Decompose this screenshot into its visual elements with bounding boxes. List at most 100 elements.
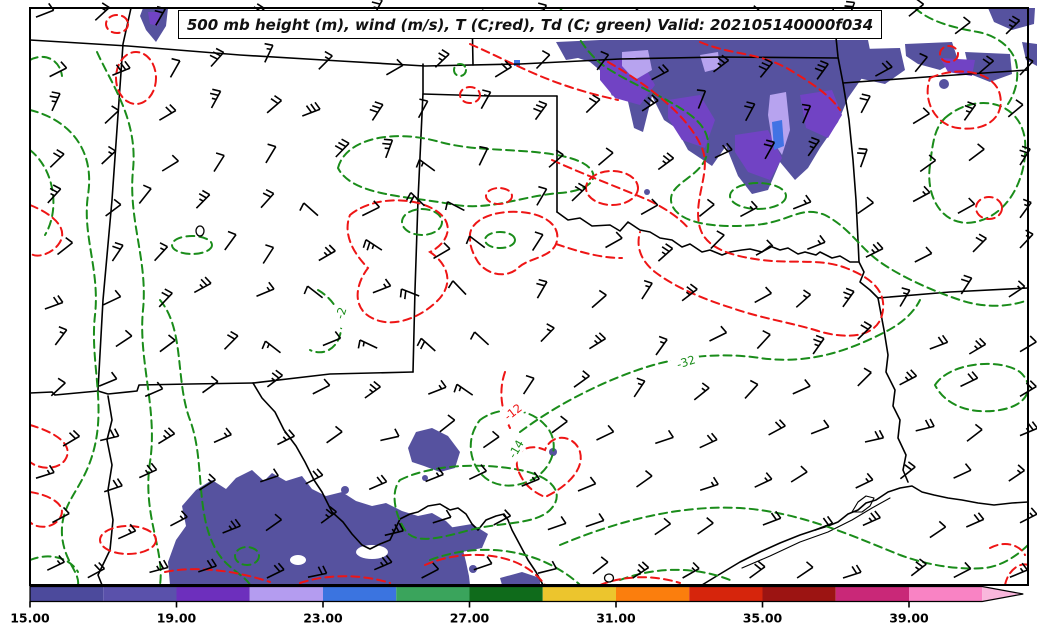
wind-barb bbox=[373, 555, 393, 571]
t-contour bbox=[29, 424, 69, 469]
wind-barb bbox=[640, 198, 659, 216]
wind-barb bbox=[138, 462, 158, 479]
wind-barb bbox=[710, 230, 725, 250]
t-contour bbox=[699, 41, 841, 111]
wind-barb bbox=[357, 339, 378, 349]
wind-barb bbox=[104, 105, 120, 124]
colorbar-segment bbox=[762, 586, 836, 602]
wind-barb bbox=[966, 423, 983, 442]
wind-barb bbox=[202, 375, 219, 394]
precip-blob bbox=[422, 475, 428, 481]
gulf-coastline bbox=[701, 485, 1029, 586]
wind-barb bbox=[49, 61, 68, 78]
precip-blob bbox=[408, 428, 460, 472]
wind-barb bbox=[265, 143, 277, 164]
wind-barb bbox=[1019, 56, 1034, 76]
wind-barb bbox=[193, 276, 212, 294]
wind-barb bbox=[154, 242, 169, 262]
wind-barb bbox=[758, 58, 774, 78]
wind-barb bbox=[585, 512, 605, 528]
wind-barb bbox=[494, 60, 512, 78]
wind-barb bbox=[744, 101, 756, 122]
colorbar-tick-label: 27.00 bbox=[450, 611, 490, 626]
precip-blob bbox=[448, 524, 488, 552]
wind-barb bbox=[533, 100, 548, 121]
wind-barb bbox=[100, 428, 120, 442]
wind-barb bbox=[551, 415, 568, 434]
wind-barb bbox=[953, 463, 972, 479]
precip-blob bbox=[939, 79, 949, 89]
wind-barb bbox=[792, 194, 812, 210]
contour-label: -32 bbox=[670, 350, 702, 373]
colorbar-tick-label: 23.00 bbox=[303, 611, 343, 626]
wind-barb bbox=[522, 374, 535, 395]
wind-barb bbox=[213, 152, 225, 173]
wind-barb bbox=[954, 16, 971, 35]
t-contour bbox=[939, 45, 959, 63]
wind-barb bbox=[480, 89, 492, 110]
t-contour bbox=[299, 575, 391, 584]
wind-barb bbox=[1005, 15, 1021, 35]
wind-barb bbox=[318, 50, 333, 70]
wind-barb bbox=[795, 289, 812, 308]
wind-barb bbox=[801, 103, 812, 124]
wind-barb bbox=[98, 371, 118, 387]
wind-barb bbox=[62, 429, 81, 447]
wind-barb bbox=[814, 60, 829, 80]
wind-barb bbox=[1019, 229, 1034, 249]
wind-barb bbox=[812, 334, 825, 355]
wind-barb bbox=[209, 88, 222, 109]
galveston-bay bbox=[851, 495, 875, 513]
wind-barb bbox=[170, 510, 188, 527]
wind-barb bbox=[362, 239, 383, 251]
wind-barb bbox=[535, 50, 551, 70]
td-contour bbox=[29, 109, 100, 586]
wind-barb bbox=[213, 427, 232, 444]
wind-barb bbox=[768, 419, 786, 436]
wind-barb bbox=[326, 425, 343, 444]
wind-barb bbox=[682, 561, 700, 579]
wind-barb bbox=[864, 429, 885, 443]
wind-barb bbox=[857, 196, 874, 215]
border-okpanhandle-south bbox=[422, 93, 558, 97]
wind-barb bbox=[919, 154, 937, 173]
wind-barb bbox=[49, 91, 61, 112]
contour-label-text: -2 bbox=[333, 305, 350, 320]
wind-barb bbox=[161, 154, 179, 172]
height-contours bbox=[195, 225, 615, 583]
precip-blob bbox=[622, 50, 652, 80]
wind-barb bbox=[914, 246, 933, 263]
contour-label-halo bbox=[670, 350, 702, 373]
precip-blob bbox=[398, 560, 470, 585]
wind-barb bbox=[433, 242, 451, 260]
wind-barb bbox=[1009, 562, 1029, 579]
colorbar-segment bbox=[616, 586, 690, 602]
wind-barb bbox=[195, 189, 211, 209]
precip-shading bbox=[140, 8, 1037, 585]
wind-barb bbox=[112, 60, 131, 77]
wind-barb bbox=[910, 558, 927, 577]
td-contour bbox=[933, 362, 1030, 413]
wind-barb bbox=[198, 558, 217, 573]
dewpoint-contours bbox=[29, 7, 1030, 586]
wind-barb bbox=[699, 476, 719, 491]
t-contour bbox=[585, 170, 639, 206]
wind-barb bbox=[790, 465, 808, 483]
precip-blob bbox=[644, 189, 650, 195]
wind-barb bbox=[87, 561, 106, 579]
wind-barb bbox=[953, 561, 972, 579]
wind-barb bbox=[224, 230, 237, 251]
t-contour bbox=[346, 199, 449, 324]
wind-barb bbox=[592, 556, 609, 575]
td-contour bbox=[234, 546, 260, 566]
wind-barb bbox=[158, 288, 173, 308]
wind-barb bbox=[265, 513, 283, 532]
wind-barb bbox=[44, 295, 64, 310]
wind-barb bbox=[1008, 464, 1026, 482]
wind-barb bbox=[262, 244, 275, 264]
td-contour bbox=[559, 7, 1029, 307]
contour-label-halo bbox=[502, 432, 530, 465]
contour-label: -14 bbox=[502, 432, 530, 465]
wind-barb bbox=[94, 2, 110, 21]
wind-barb bbox=[103, 289, 122, 306]
